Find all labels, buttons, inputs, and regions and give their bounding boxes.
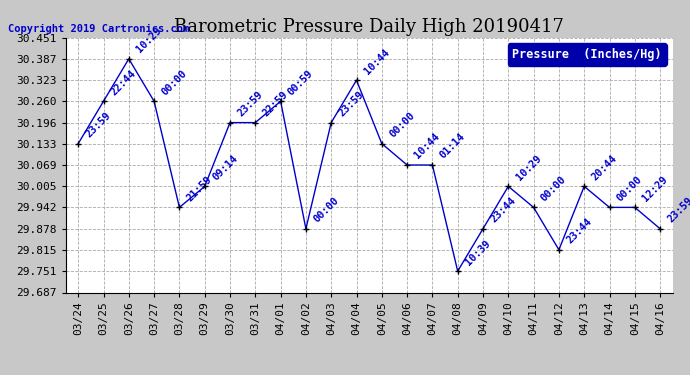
Text: 09:14: 09:14 [210, 153, 239, 182]
Text: Copyright 2019 Cartronics.com: Copyright 2019 Cartronics.com [8, 24, 190, 34]
Text: 00:00: 00:00 [311, 195, 341, 225]
Text: 23:59: 23:59 [337, 89, 366, 118]
Text: 20:44: 20:44 [590, 153, 619, 182]
Text: 10:44: 10:44 [362, 47, 391, 76]
Text: 00:59: 00:59 [286, 68, 315, 97]
Text: 23:44: 23:44 [489, 195, 518, 225]
Text: 00:00: 00:00 [159, 68, 189, 97]
Legend: Pressure  (Inches/Hg): Pressure (Inches/Hg) [508, 44, 667, 66]
Text: 10:29: 10:29 [514, 153, 543, 182]
Title: Barometric Pressure Daily High 20190417: Barometric Pressure Daily High 20190417 [174, 18, 564, 36]
Text: 00:00: 00:00 [615, 174, 644, 203]
Text: 00:00: 00:00 [387, 110, 417, 140]
Text: 23:59: 23:59 [83, 110, 113, 140]
Text: 23:59: 23:59 [235, 89, 265, 118]
Text: 00:00: 00:00 [539, 174, 569, 203]
Text: 22:44: 22:44 [109, 68, 138, 97]
Text: 21:59: 21:59 [185, 174, 214, 203]
Text: 23:59: 23:59 [666, 195, 690, 225]
Text: 22:59: 22:59 [261, 89, 290, 118]
Text: 10:39: 10:39 [463, 238, 493, 267]
Text: 01:14: 01:14 [438, 132, 467, 161]
Text: 23:44: 23:44 [564, 216, 593, 246]
Text: 10:44: 10:44 [413, 132, 442, 161]
Text: 10:29: 10:29 [135, 26, 164, 55]
Text: 12:29: 12:29 [640, 174, 669, 203]
